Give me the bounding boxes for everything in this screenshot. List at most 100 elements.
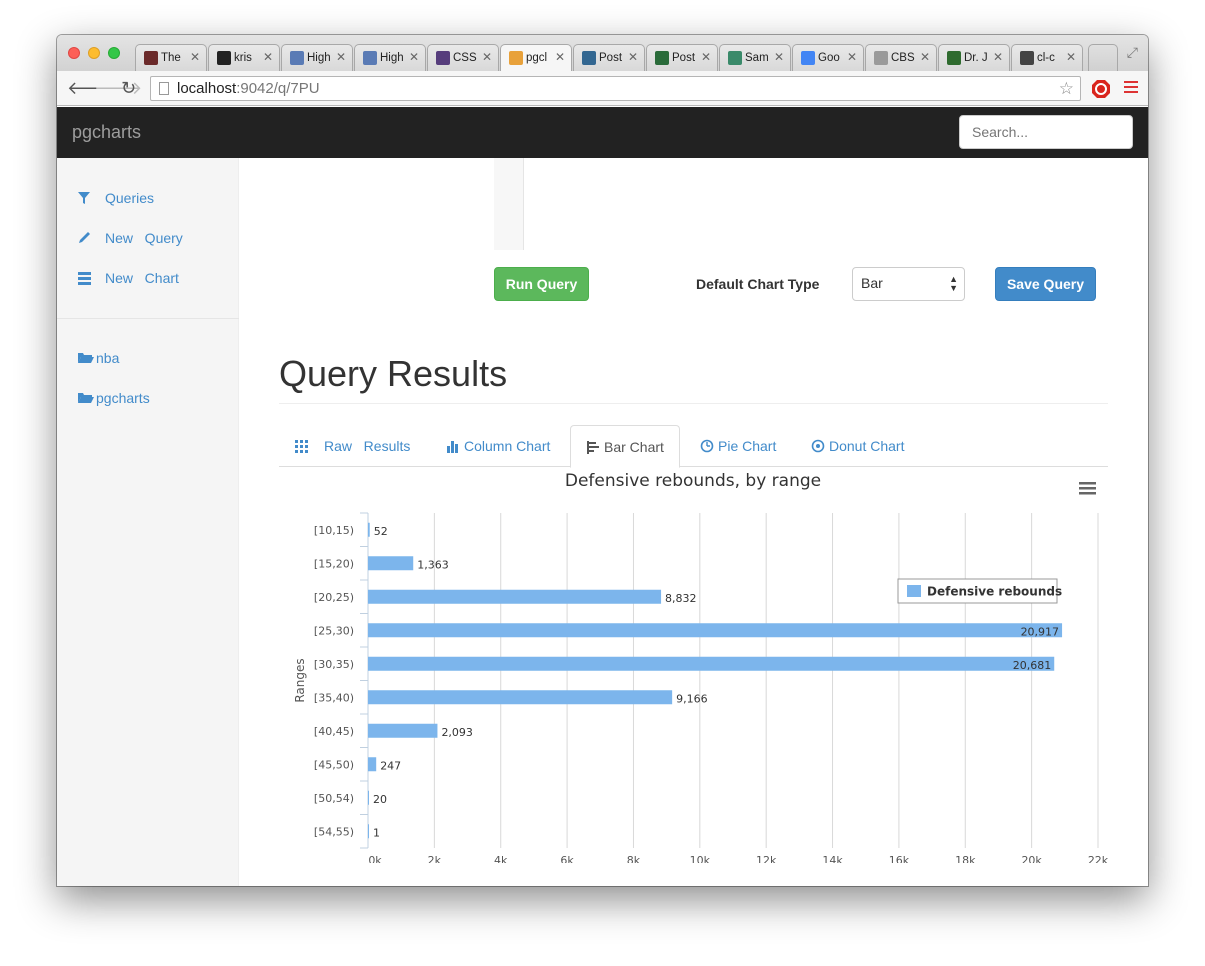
bar[interactable] [368, 656, 1055, 671]
chart-type-select[interactable]: Bar ▲ ▼ [852, 267, 965, 301]
browser-tab-label: CBS [891, 52, 915, 64]
tab-pie-chart[interactable]: Pie Chart [685, 425, 791, 467]
browser-tab[interactable]: pgcl ✕ [500, 44, 572, 71]
default-chart-type-label: Default Chart Type [696, 276, 820, 292]
browser-tab[interactable]: Post ✕ [573, 44, 645, 71]
bar[interactable] [368, 556, 414, 571]
chrome-menu-icon[interactable] [1124, 81, 1138, 93]
run-query-button[interactable]: Run Query [494, 267, 589, 301]
tasks-icon [78, 272, 91, 285]
browser-tab-label: Post [599, 52, 623, 64]
sidebar-item-queries[interactable]: Queries [77, 188, 154, 208]
tab-donut-chart[interactable]: Donut Chart [796, 425, 919, 467]
data-label: 2,093 [441, 726, 473, 739]
favicon-icon [874, 51, 888, 65]
tab-raw-results[interactable]: Raw Results [279, 425, 425, 467]
browser-tab[interactable]: High ✕ [281, 44, 353, 71]
close-window-button[interactable] [68, 47, 80, 59]
x-tick-label: 16k [889, 854, 910, 863]
bar[interactable] [368, 522, 370, 537]
close-tab-icon[interactable]: ✕ [189, 50, 200, 64]
tab-bar-chart[interactable]: Bar Chart [570, 425, 680, 468]
y-tick-label: [50,54) [314, 792, 354, 805]
close-tab-icon[interactable]: ✕ [481, 50, 492, 64]
bar[interactable] [368, 790, 369, 805]
bar[interactable] [368, 690, 673, 705]
close-tab-icon[interactable]: ✕ [846, 50, 857, 64]
favicon-icon [144, 51, 158, 65]
browser-tab-label: Dr. J [964, 52, 988, 64]
title-divider [279, 403, 1108, 404]
browser-tab-label: pgcl [526, 52, 548, 64]
favicon-icon [363, 51, 377, 65]
folder-pgcharts[interactable]: pgcharts [77, 390, 150, 406]
adblock-extension-icon[interactable] [1091, 79, 1111, 99]
sidebar-item-new-chart[interactable]: New Chart [77, 268, 179, 288]
browser-tab[interactable]: Dr. J ✕ [938, 44, 1010, 71]
close-tab-icon[interactable]: ✕ [627, 50, 638, 64]
close-tab-icon[interactable]: ✕ [992, 50, 1003, 64]
bar[interactable] [368, 723, 438, 738]
address-bar[interactable]: localhost:9042/q/7PU ☆ [150, 76, 1081, 101]
tab-column-chart[interactable]: Column Chart [431, 425, 565, 467]
reload-icon[interactable]: ↻ [121, 78, 137, 98]
legend-label[interactable]: Defensive rebounds [927, 585, 1062, 599]
folder-nba[interactable]: nba [77, 350, 119, 366]
forward-icon[interactable]: 🡒 [94, 78, 143, 98]
browser-window: The ✕ kris ✕ High ✕ High ✕ CSS ✕ pgcl ✕ Post ✕ Post ✕ Sa… [57, 35, 1148, 886]
close-tab-icon[interactable]: ✕ [408, 50, 419, 64]
bar[interactable] [368, 589, 662, 604]
close-tab-icon[interactable]: ✕ [335, 50, 346, 64]
bookmark-star-icon[interactable]: ☆ [1058, 79, 1074, 98]
close-tab-icon[interactable]: ✕ [1065, 50, 1076, 64]
browser-tab[interactable]: The ✕ [135, 44, 207, 71]
query-editor-gutter[interactable] [494, 158, 524, 250]
bar[interactable] [368, 824, 369, 839]
close-tab-icon[interactable]: ✕ [919, 50, 930, 64]
browser-tab[interactable]: Post ✕ [646, 44, 718, 71]
sidebar-item-label: New Query [105, 230, 183, 246]
close-tab-icon[interactable]: ✕ [554, 50, 565, 64]
data-label: 247 [380, 759, 401, 772]
browser-tab[interactable]: Goo ✕ [792, 44, 864, 71]
bar-chart: Defensive rebounds, by range 0k 2k 4k 6k 8k 10… [293, 471, 1109, 883]
sidebar-item-new-query[interactable]: New Query [77, 228, 183, 248]
x-tick-label: 18k [955, 854, 976, 863]
zoom-window-button[interactable] [108, 47, 120, 59]
browser-tab[interactable]: CBS ✕ [865, 44, 937, 71]
browser-tab[interactable]: kris ✕ [208, 44, 280, 71]
back-icon[interactable]: 🡐 [67, 78, 116, 98]
y-tick-label: [20,25) [314, 591, 354, 604]
x-tick-label: 10k [690, 854, 711, 863]
donut-chart-icon [811, 439, 825, 453]
url-host: localhost [177, 80, 237, 97]
folder-open-icon [78, 353, 94, 363]
minimize-window-button[interactable] [88, 47, 100, 59]
favicon-icon [509, 51, 523, 65]
browser-tab[interactable]: CSS ✕ [427, 44, 499, 71]
new-tab-button[interactable] [1088, 44, 1118, 71]
fullscreen-icon[interactable]: ⤢ [1126, 44, 1138, 60]
close-tab-icon[interactable]: ✕ [773, 50, 784, 64]
search-input[interactable] [959, 115, 1133, 149]
browser-tab[interactable]: High ✕ [354, 44, 426, 71]
close-tab-icon[interactable]: ✕ [700, 50, 711, 64]
bar-chart-container: Defensive rebounds, by range 0k 2k 4k 6k 8k 10… [279, 468, 1109, 883]
save-query-button[interactable]: Save Query [995, 267, 1096, 301]
browser-tab[interactable]: cl-c ✕ [1011, 44, 1083, 71]
results-tabs: Raw Results Column Chart Bar Chart Pie C… [279, 425, 1108, 468]
chart-menu-icon[interactable] [1079, 482, 1096, 495]
bar[interactable] [368, 623, 1063, 638]
data-label: 20,917 [1021, 625, 1060, 638]
bar-chart-icon [587, 440, 599, 454]
y-tick-label: [54,55) [314, 825, 354, 838]
sidebar: Queries New Query New Chart nba pgcharts [57, 158, 239, 886]
close-tab-icon[interactable]: ✕ [262, 50, 273, 64]
folder-label: pgcharts [96, 390, 150, 406]
browser-tab[interactable]: Sam ✕ [719, 44, 791, 71]
chart-type-value: Bar [861, 275, 883, 291]
select-arrows-icon: ▲ ▼ [949, 274, 958, 293]
brand-link[interactable]: pgcharts [72, 122, 142, 142]
bar[interactable] [368, 757, 377, 772]
favicon-icon [217, 51, 231, 65]
